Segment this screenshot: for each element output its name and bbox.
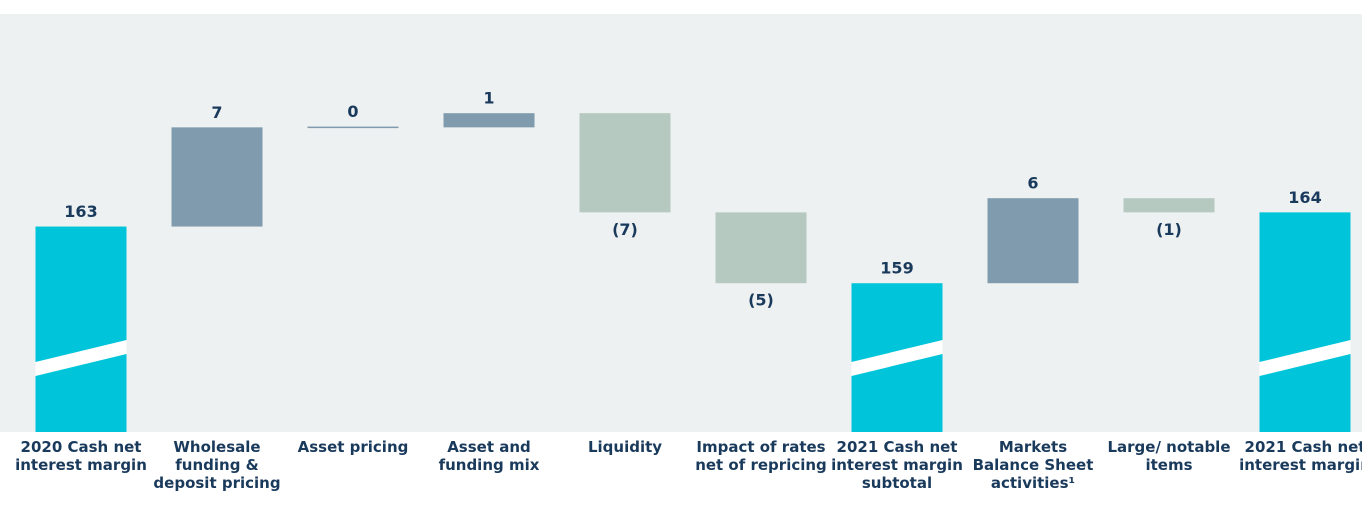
axis-break xyxy=(851,340,943,376)
bar xyxy=(171,127,263,227)
axis-break xyxy=(35,340,127,376)
value-label: (7) xyxy=(612,220,638,239)
value-label: (1) xyxy=(1156,220,1182,239)
axis-break xyxy=(1259,340,1351,376)
bar xyxy=(987,198,1079,284)
category-label: Asset pricing xyxy=(297,438,409,456)
category-label: Asset and funding mix xyxy=(438,438,540,474)
value-label: (5) xyxy=(748,291,774,310)
category-label: Impact of rates net of repricing xyxy=(695,438,827,474)
category-label: 2020 Cash net interest margin xyxy=(15,438,147,474)
category-label: 2021 Cash net interest margin xyxy=(1239,438,1362,474)
value-label: 159 xyxy=(880,259,913,278)
value-label: 1 xyxy=(483,89,494,108)
value-label: 6 xyxy=(1027,174,1038,193)
bar xyxy=(579,113,671,213)
bar xyxy=(1259,212,1351,432)
value-label: 163 xyxy=(64,202,97,221)
category-label: Liquidity xyxy=(587,438,663,456)
bar xyxy=(1123,198,1215,213)
plot: 163 7 0 1 (7) (5) 159 6 (1) 164 xyxy=(0,14,1362,432)
value-label: 164 xyxy=(1288,188,1321,207)
category-label: 2021 Cash net interest margin subtotal xyxy=(831,438,963,492)
bar xyxy=(35,226,127,432)
value-label: 0 xyxy=(347,102,358,121)
category-label: Wholesale funding & deposit pricing xyxy=(153,438,281,492)
category-label: Markets Balance Sheet activities¹ xyxy=(972,438,1094,492)
bar xyxy=(307,126,399,129)
bar xyxy=(715,212,807,284)
value-label: 7 xyxy=(211,103,222,122)
bar xyxy=(443,113,535,128)
category-label: Large/ notable items xyxy=(1107,438,1231,474)
